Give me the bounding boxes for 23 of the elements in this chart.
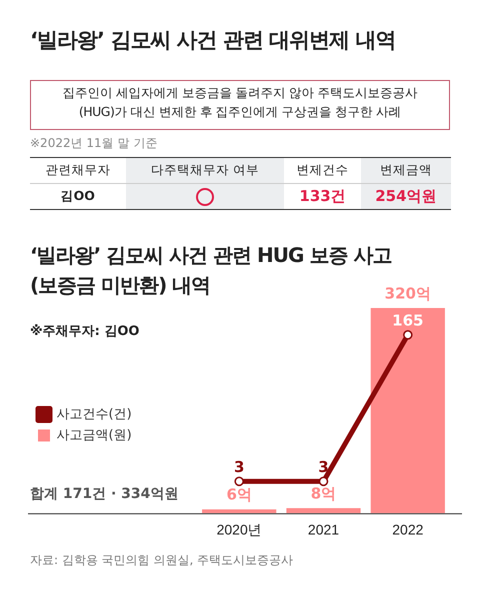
text: 합계 171건 · 334억원 [30, 485, 180, 503]
text: 다주택채무자 여부 [126, 158, 284, 184]
data-label: 3 [234, 458, 244, 476]
text: 자료: 김학용 국민의힘 의원실, 주택도시보증공사 [30, 552, 294, 569]
text: 133건 [298, 186, 347, 207]
text: 집주인이 세입자에게 보증금을 돌려주지 않아 주택도시보증공사 (HUG)가 대신 변제한 후 집주인에게 구상권을 청구한 사례 [30, 80, 450, 130]
legend-label: 사고건수(건) [56, 406, 132, 422]
data-label: 8억 [310, 484, 336, 502]
text: ※주채무자: 김OO [30, 323, 140, 340]
data-label: 3 [318, 458, 329, 476]
text: 변제건수 [284, 158, 361, 184]
chart-title: ‘빌라왕’ 김모씨 사건 관련 대위변제 내역 [30, 27, 396, 54]
data-label: 165 [392, 311, 424, 330]
text: 관련채무자 [30, 158, 126, 184]
text: 김OO [60, 187, 96, 205]
text: 254억원 [360, 184, 451, 210]
text: 변제금액 [360, 158, 451, 184]
x-tick-label: 2020년 [216, 521, 262, 538]
text: ※2022년 11월 말 기준 [30, 135, 158, 152]
legend-label: 사고금액(원) [56, 428, 132, 443]
x-tick-label: 2021 [308, 521, 340, 538]
data-label: 6억 [226, 486, 252, 504]
x-tick-label: 2022 [392, 521, 424, 538]
